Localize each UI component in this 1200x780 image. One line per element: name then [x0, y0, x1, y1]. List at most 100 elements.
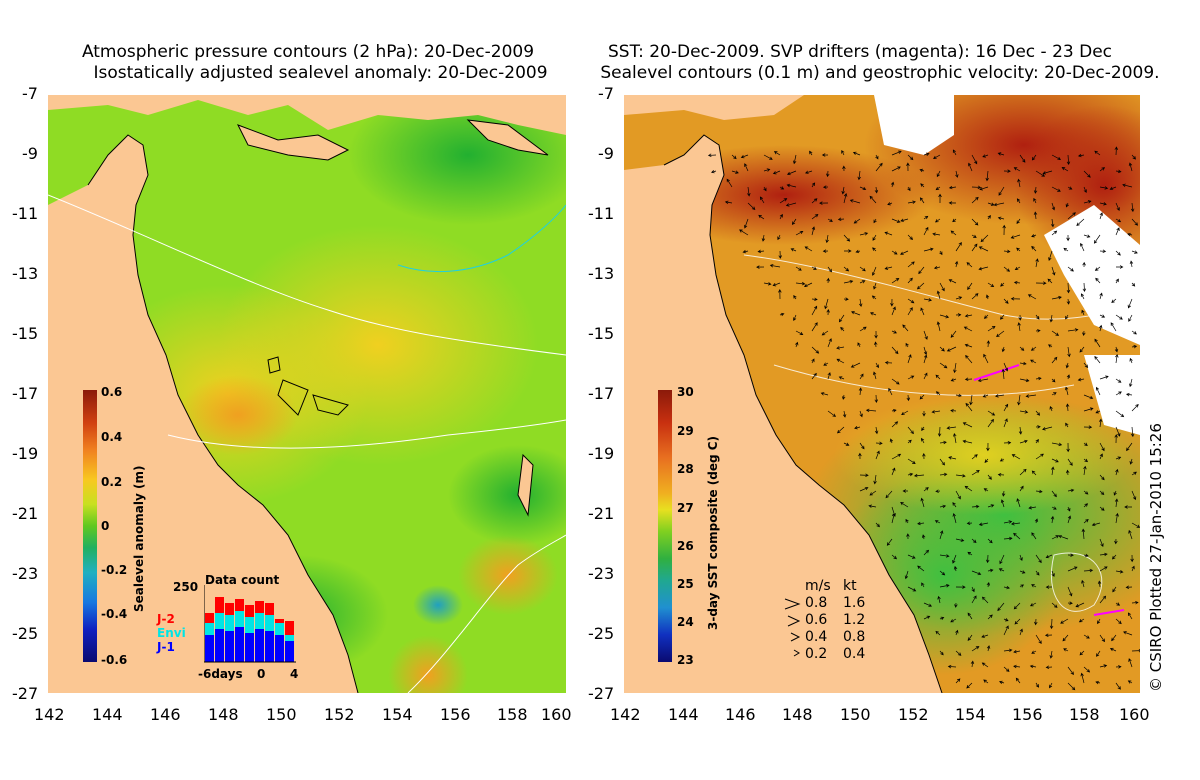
velocity-arrow	[1067, 212, 1076, 220]
velocity-arrow	[1065, 362, 1070, 369]
velocity-arrow	[964, 343, 973, 348]
velocity-arrow	[998, 186, 1005, 196]
velocity-arrow	[1003, 441, 1012, 445]
velocity-arrow	[1083, 425, 1093, 429]
velocity-arrow	[920, 307, 925, 316]
velocity-arrow	[827, 266, 833, 273]
velocity-arrow	[1030, 346, 1037, 351]
velocity-arrow	[740, 154, 749, 159]
velocity-arrow	[1083, 234, 1091, 238]
velocity-arrow	[979, 186, 989, 191]
velocity-arrow	[888, 387, 893, 396]
velocity-arrow	[871, 266, 877, 276]
colorbar-tick: 0.6	[101, 385, 123, 399]
velocity-arrow	[1115, 570, 1124, 574]
velocity-arrow	[1035, 453, 1044, 460]
velocity-arrow	[1019, 485, 1024, 492]
colorbar-tick: -0.4	[101, 607, 128, 621]
velocity-arrow	[1114, 434, 1118, 444]
velocity-arrow	[1131, 330, 1137, 335]
velocity-arrow	[858, 298, 863, 308]
velocity-arrow	[1131, 490, 1137, 501]
velocity-arrow	[836, 346, 845, 350]
sst-map[interactable]	[624, 95, 1140, 693]
velocity-arrow	[869, 490, 877, 496]
velocity-arrow	[986, 581, 991, 588]
velocity-arrow	[1003, 666, 1010, 672]
velocity-arrow	[1095, 277, 1101, 284]
velocity-arrow	[1124, 505, 1133, 509]
velocity-arrow	[785, 202, 797, 207]
velocity-arrow	[907, 426, 914, 435]
velocity-arrow	[1048, 250, 1053, 261]
velocity-arrow	[985, 170, 989, 182]
colorbar-tick: 29	[677, 424, 694, 438]
velocity-arrow	[1001, 346, 1006, 353]
x-label: 158	[1069, 705, 1100, 724]
velocity-arrow	[932, 232, 941, 236]
velocity-arrow	[763, 154, 773, 160]
velocity-arrow	[795, 266, 802, 271]
velocity-arrow	[843, 297, 849, 301]
velocity-arrow	[981, 634, 989, 638]
velocity-arrow	[1035, 682, 1040, 688]
velocity-arrow	[1067, 666, 1074, 676]
x-label: 142	[610, 705, 641, 724]
velocity-arrow	[1067, 328, 1079, 332]
velocity-arrow	[1025, 394, 1037, 398]
velocity-arrow	[1051, 202, 1056, 211]
velocity-arrow	[1067, 682, 1076, 691]
velocity-arrow	[1115, 265, 1124, 269]
velocity-arrow	[1093, 234, 1101, 244]
velocity-arrow	[1128, 658, 1133, 668]
velocity-arrow	[852, 151, 861, 156]
velocity-arrow	[889, 438, 894, 444]
velocity-arrow	[891, 346, 899, 355]
velocity-arrow	[742, 249, 749, 254]
velocity-arrow	[1115, 353, 1119, 364]
velocity-arrow	[1049, 314, 1054, 323]
sst-map-svg	[624, 95, 1140, 693]
x-label: 154	[955, 705, 986, 724]
left-title-line2: Isostatically adjusted sealevel anomaly:…	[93, 63, 548, 83]
velocity-arrow	[891, 378, 900, 385]
velocity-arrow	[939, 650, 944, 656]
velocity-arrow	[811, 182, 816, 188]
series-label-envi: Envi	[157, 626, 186, 640]
velocity-arrow	[857, 342, 861, 348]
velocity-arrow	[978, 522, 989, 526]
velocity-ms: 0.6	[805, 612, 828, 628]
sealevel-anomaly-map[interactable]	[48, 95, 566, 693]
velocity-arrow	[971, 595, 977, 604]
velocity-arrow	[938, 193, 942, 204]
colorbar-tick: -0.6	[101, 653, 128, 667]
velocity-arrow	[1049, 405, 1053, 412]
velocity-arrow	[1083, 465, 1087, 476]
velocity-arrow	[1003, 418, 1008, 428]
velocity-arrow	[971, 293, 979, 300]
velocity-arrow	[1083, 518, 1089, 524]
y-label: -25	[588, 624, 615, 643]
y-label: -9	[598, 144, 614, 163]
velocity-arrow	[891, 250, 898, 255]
velocity-arrow	[935, 630, 941, 636]
velocity-arrow	[841, 394, 846, 400]
velocity-arrow	[1115, 512, 1119, 524]
velocity-arrow	[1131, 250, 1138, 254]
colorbar-tick: 30	[677, 385, 694, 399]
velocity-arrow	[964, 377, 973, 382]
velocity-arrow	[923, 372, 928, 380]
velocity-arrow	[1067, 515, 1072, 524]
velocity-arrow	[793, 295, 797, 300]
velocity-arrow	[859, 232, 869, 236]
velocity-arrow	[1115, 278, 1119, 284]
velocity-arrow	[987, 418, 994, 428]
velocity-arrow	[859, 410, 863, 418]
velocity-arrow	[983, 679, 989, 684]
velocity-arrow	[1013, 602, 1021, 610]
velocity-arrow	[1066, 282, 1071, 294]
velocity-arrow	[987, 215, 991, 220]
velocity-arrow	[921, 534, 926, 540]
velocity-arrow	[875, 450, 880, 460]
velocity-arrow	[1080, 242, 1085, 252]
